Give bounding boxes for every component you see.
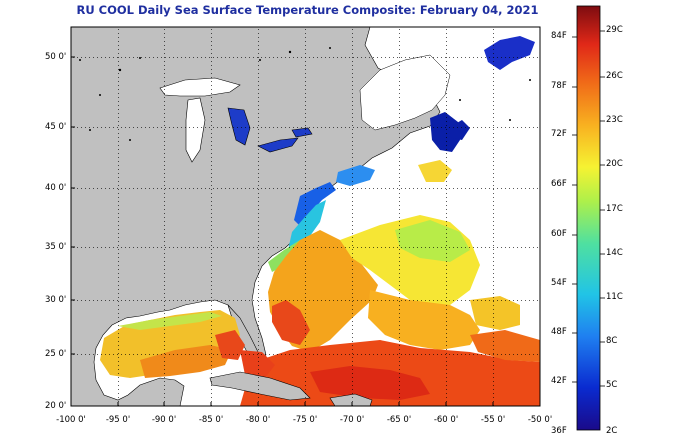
cb-f-48: 48F [551, 327, 567, 337]
east-warm [470, 330, 540, 362]
cb-c-5: 5C [606, 380, 618, 390]
lat-label-30: 30 0' [45, 295, 67, 305]
lake-erie [257, 137, 299, 153]
lon-label-70: -70 0' [339, 415, 365, 425]
lat-label-20: 20 0' [45, 401, 67, 411]
newfoundland-cold [448, 120, 470, 140]
colorbar [576, 5, 601, 431]
lon-label-55: -55 0' [480, 415, 506, 425]
cb-f-72: 72F [551, 129, 567, 139]
cb-c-20: 20C [606, 159, 623, 169]
cb-f-78: 78F [551, 81, 567, 91]
florida-straits [240, 350, 275, 378]
scotian-mid [336, 165, 375, 186]
lon-label-75: -75 0' [292, 415, 318, 425]
axis-ticks [70, 56, 541, 407]
lon-label-80: -80 0' [245, 415, 271, 425]
map-title: RU COOL Daily Sea Surface Temperature Co… [76, 3, 539, 17]
cuba [209, 371, 311, 401]
sargasso-green [395, 220, 470, 262]
lake-superior [159, 77, 241, 97]
cb-f-36: 36F [551, 426, 567, 436]
cb-c-2: 2C [606, 426, 618, 436]
lat-label-50: 50 0' [45, 52, 67, 62]
cb-c-29: 29C [606, 25, 623, 35]
lake-michigan [185, 97, 206, 163]
cb-c-26: 26C [606, 71, 623, 81]
cb-f-60: 60F [551, 229, 567, 239]
grand-banks-yellow [418, 160, 452, 182]
sargasso-orange [368, 290, 480, 350]
shelf-cyan [288, 200, 326, 250]
east-yellow [470, 296, 520, 330]
gulf-stream-hot [272, 300, 310, 345]
graticule [73, 29, 538, 406]
south-red [310, 366, 430, 400]
lon-label-60: -60 0' [433, 415, 459, 425]
cb-c-14: 14C [606, 248, 623, 258]
st-lawrence-nodata [359, 54, 451, 131]
lon-label-100: -100 0' [56, 415, 86, 425]
lat-label-25: 25 0' [45, 349, 67, 359]
shelf-green [268, 240, 300, 272]
lon-label-95: -95 0' [105, 415, 131, 425]
lat-label-35: 35 0' [45, 242, 67, 252]
scotian-cold [430, 112, 460, 152]
loop-current-hot [215, 330, 245, 360]
lon-label-90: -90 0' [151, 415, 177, 425]
lat-label-40: 40 0' [45, 183, 67, 193]
scattered-islands [79, 47, 531, 141]
cb-c-17: 17C [606, 204, 623, 214]
colorbar-ticks [572, 30, 605, 387]
cb-f-66: 66F [551, 179, 567, 189]
lat-label-45: 45 0' [45, 122, 67, 132]
cb-f-42: 42F [551, 376, 567, 386]
lake-huron [227, 107, 251, 146]
gulf-south-orange [140, 345, 232, 378]
labrador-cold [484, 36, 535, 70]
lon-label-50: -50 0' [527, 415, 553, 425]
hispaniola [329, 393, 373, 406]
cb-c-23: 23C [606, 115, 623, 125]
cb-c-8: 8C [606, 336, 618, 346]
cb-f-84: 84F [551, 31, 567, 41]
cb-f-54: 54F [551, 278, 567, 288]
cb-c-11: 11C [606, 292, 623, 302]
lake-ontario [291, 127, 313, 138]
shelf-cold [294, 182, 336, 226]
gulf-north-green [118, 312, 222, 330]
land-mass [71, 27, 441, 406]
lon-label-85: -85 0' [198, 415, 224, 425]
lon-label-65: -65 0' [386, 415, 412, 425]
